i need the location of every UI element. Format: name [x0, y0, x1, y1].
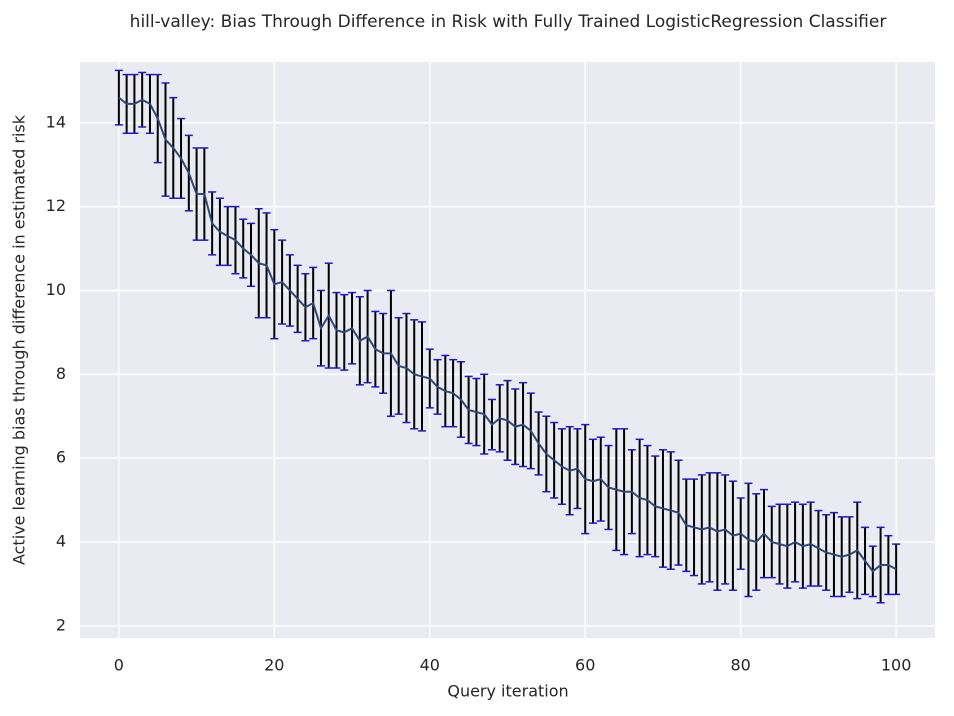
x-tick-label: 0: [114, 656, 124, 675]
x-tick-label: 60: [575, 656, 595, 675]
y-tick-label: 14: [46, 112, 66, 131]
mean-line: [118, 96, 897, 573]
y-tick-label: 6: [56, 448, 66, 467]
y-tick-label: 10: [46, 280, 66, 299]
x-tick-label: 100: [881, 656, 912, 675]
y-axis-label: Active learning bias through difference …: [10, 114, 29, 565]
y-tick-label: 12: [46, 196, 66, 215]
y-tick-label: 2: [56, 615, 66, 634]
x-tick-label: 80: [731, 656, 751, 675]
y-tick-label: 4: [56, 532, 66, 551]
x-tick-label: 20: [264, 656, 284, 675]
chart-title: hill-valley: Bias Through Difference in …: [130, 12, 887, 32]
x-tick-label: 40: [420, 656, 440, 675]
x-axis-label: Query iteration: [447, 682, 568, 701]
y-tick-label: 8: [56, 364, 66, 383]
